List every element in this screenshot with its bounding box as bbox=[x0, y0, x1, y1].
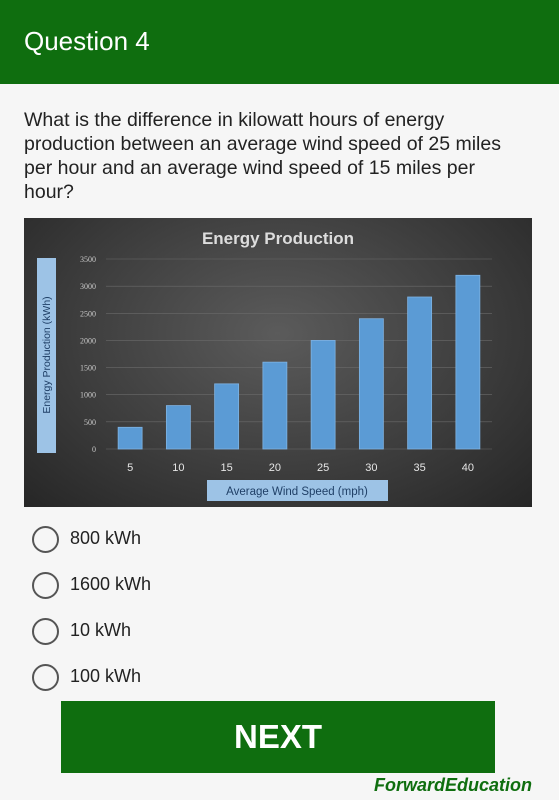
y-tick-label: 3500 bbox=[80, 255, 96, 264]
x-tick-label: 10 bbox=[172, 462, 184, 474]
y-tick-label: 2000 bbox=[80, 336, 96, 345]
brand-logo-text: ForwardEducation bbox=[373, 775, 532, 795]
next-button[interactable]: NEXT bbox=[61, 701, 495, 773]
bar-35-mph bbox=[407, 296, 433, 450]
x-tick-label: 25 bbox=[317, 462, 329, 474]
bar-15-mph bbox=[214, 383, 240, 450]
x-tick-label: 15 bbox=[221, 462, 233, 474]
y-tick-label: 500 bbox=[84, 418, 96, 427]
bar-30-mph bbox=[358, 318, 384, 450]
y-tick-label: 3000 bbox=[80, 282, 96, 291]
x-axis-label: Average Wind Speed (mph) bbox=[226, 486, 368, 498]
x-tick-label: 5 bbox=[127, 462, 133, 474]
y-tick-label: 0 bbox=[92, 445, 96, 454]
bar-20-mph bbox=[262, 361, 288, 450]
y-axis-label: Energy Production (kWh) bbox=[41, 296, 53, 413]
question-text: What is the difference in kilowatt hours… bbox=[24, 109, 501, 203]
option-10-kwh[interactable]: 10 kWh bbox=[32, 615, 332, 647]
y-tick-label: 1500 bbox=[80, 364, 96, 373]
bar-25-mph bbox=[310, 340, 336, 450]
y-tick-label: 1000 bbox=[80, 391, 96, 400]
chart-title: Energy Production bbox=[202, 229, 354, 248]
app-bar: Question 4 bbox=[0, 0, 559, 84]
radio-button[interactable] bbox=[32, 618, 59, 645]
bar-40-mph bbox=[455, 274, 481, 450]
option-label: 100 kWh bbox=[70, 666, 142, 686]
x-tick-label: 20 bbox=[269, 462, 281, 474]
radio-button[interactable] bbox=[32, 664, 59, 691]
option-label: 10 kWh bbox=[70, 620, 132, 640]
option-label: 800 kWh bbox=[70, 528, 142, 548]
bar-10-mph bbox=[165, 405, 191, 450]
x-tick-label: 35 bbox=[414, 462, 426, 474]
page-title: Question 4 bbox=[24, 26, 150, 56]
option-100-kwh[interactable]: 100 kWh bbox=[32, 661, 332, 693]
option-800-kwh[interactable]: 800 kWh bbox=[32, 523, 332, 555]
radio-button[interactable] bbox=[32, 526, 59, 553]
option-label: 1600 kWh bbox=[70, 574, 152, 594]
x-tick-label: 40 bbox=[462, 462, 474, 474]
energy-chart: Energy Production Energy Production (kWh… bbox=[24, 218, 532, 507]
chart-svg: Energy Production Energy Production (kWh… bbox=[37, 229, 492, 501]
bar-5-mph bbox=[117, 426, 143, 450]
option-1600-kwh[interactable]: 1600 kWh bbox=[32, 569, 332, 601]
x-axis-label-box bbox=[207, 480, 388, 501]
x-tick-label: 30 bbox=[365, 462, 377, 474]
y-tick-label: 2500 bbox=[80, 309, 96, 318]
y-axis-label-box bbox=[37, 258, 56, 453]
radio-button[interactable] bbox=[32, 572, 59, 599]
